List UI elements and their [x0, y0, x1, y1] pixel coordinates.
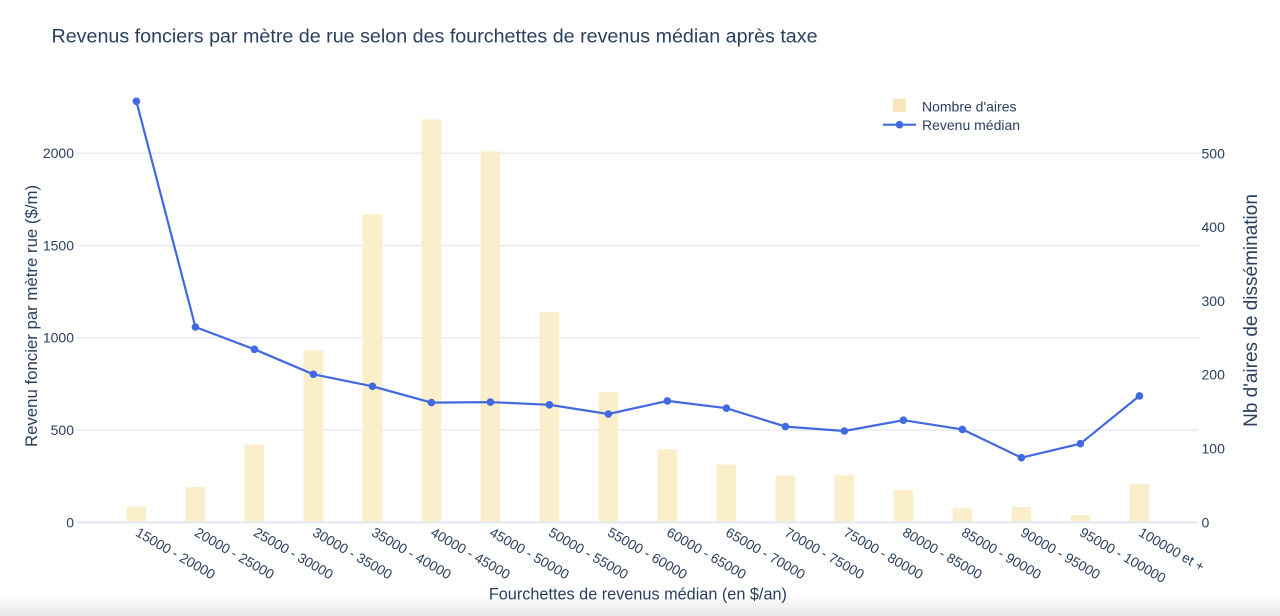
svg-text:Revenus fonciers par mètre de: Revenus fonciers par mètre de rue selon … — [52, 26, 818, 48]
svg-text:Revenu foncier par mètre rue (: Revenu foncier par mètre rue ($/m) — [22, 185, 41, 447]
svg-text:1000: 1000 — [43, 330, 74, 346]
svg-text:300: 300 — [1202, 293, 1226, 309]
svg-text:Revenu médian: Revenu médian — [922, 117, 1020, 133]
svg-text:Nombre d'aires: Nombre d'aires — [922, 98, 1017, 114]
svg-text:Nb d'aires de dissémination: Nb d'aires de dissémination — [1241, 194, 1262, 427]
svg-text:200: 200 — [1202, 367, 1226, 383]
svg-text:2000: 2000 — [43, 145, 74, 161]
svg-text:500: 500 — [1202, 145, 1226, 161]
svg-text:0: 0 — [66, 514, 74, 530]
svg-text:100: 100 — [1202, 441, 1226, 457]
svg-text:500: 500 — [51, 422, 75, 438]
svg-text:400: 400 — [1202, 219, 1226, 235]
svg-text:Fourchettes de revenus médian: Fourchettes de revenus médian (en $/an) — [489, 586, 787, 604]
svg-text:0: 0 — [1202, 514, 1210, 530]
svg-text:1500: 1500 — [43, 237, 74, 253]
